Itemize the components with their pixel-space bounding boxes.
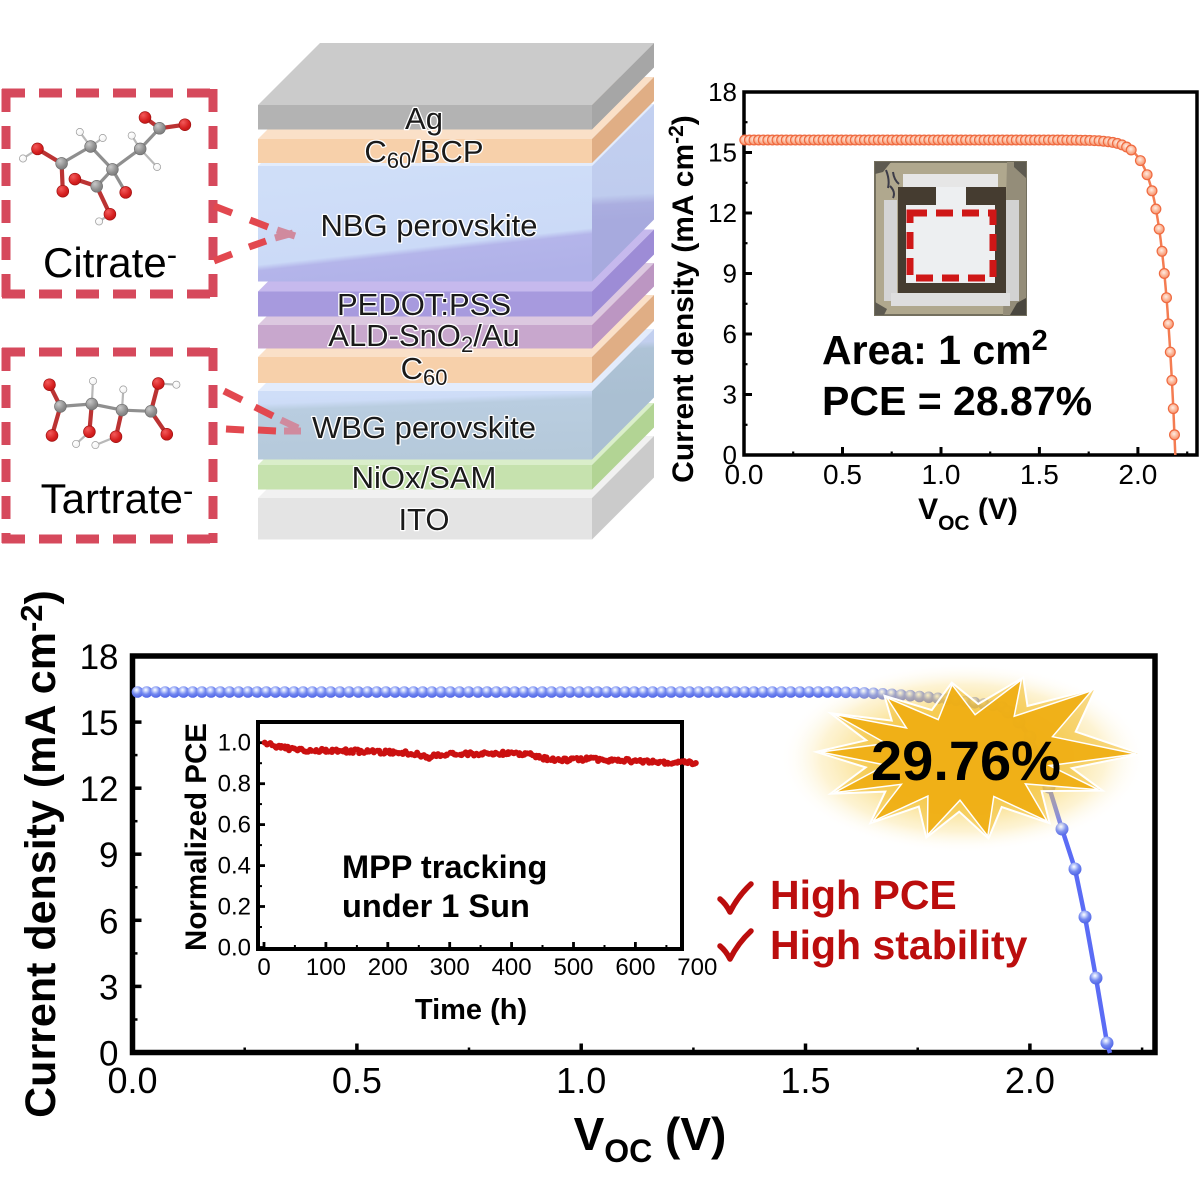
svg-text:NiOx/SAM: NiOx/SAM xyxy=(352,460,497,495)
svg-text:0.5: 0.5 xyxy=(823,459,862,490)
svg-text:MPP tracking: MPP tracking xyxy=(342,849,547,885)
svg-text:0: 0 xyxy=(257,954,270,981)
svg-text:3: 3 xyxy=(723,380,737,410)
svg-text:0.5: 0.5 xyxy=(332,1060,382,1101)
svg-text:9: 9 xyxy=(99,836,118,875)
svg-text:Tartrate-: Tartrate- xyxy=(41,473,194,522)
svg-text:NBG perovskite: NBG perovskite xyxy=(320,208,537,243)
svg-text:PEDOT:PSS: PEDOT:PSS xyxy=(337,287,511,322)
svg-text:under 1 Sun: under 1 Sun xyxy=(342,888,530,924)
svg-text:15: 15 xyxy=(708,138,737,168)
svg-text:Time (h): Time (h) xyxy=(415,994,527,1026)
svg-text:9: 9 xyxy=(723,259,737,289)
svg-text:0.6: 0.6 xyxy=(218,812,251,839)
svg-text:WBG perovskite: WBG perovskite xyxy=(312,410,536,445)
svg-text:3: 3 xyxy=(99,968,118,1007)
svg-text:12: 12 xyxy=(708,198,737,228)
svg-text:100: 100 xyxy=(306,954,346,981)
svg-text:6: 6 xyxy=(99,902,118,941)
svg-text:Citrate-: Citrate- xyxy=(43,237,177,286)
svg-text:High PCE: High PCE xyxy=(770,872,957,918)
svg-text:Ag: Ag xyxy=(405,101,443,136)
svg-text:18: 18 xyxy=(708,77,737,107)
svg-text:0.0: 0.0 xyxy=(725,459,764,490)
svg-text:0.4: 0.4 xyxy=(218,853,251,880)
svg-text:High stability: High stability xyxy=(770,922,1028,968)
svg-text:Current density (mA cm-2): Current density (mA cm-2) xyxy=(14,590,65,1118)
svg-text:ALD-SnO2/Au: ALD-SnO2/Au xyxy=(328,318,519,357)
svg-text:1.5: 1.5 xyxy=(1020,459,1059,490)
svg-text:2.0: 2.0 xyxy=(1118,459,1157,490)
svg-text:700: 700 xyxy=(677,954,717,981)
svg-text:1.0: 1.0 xyxy=(922,459,961,490)
svg-text:PCE = 28.87%: PCE = 28.87% xyxy=(822,378,1092,424)
svg-text:300: 300 xyxy=(430,954,470,981)
svg-text:Area: 1 cm2: Area: 1 cm2 xyxy=(822,325,1048,373)
svg-text:200: 200 xyxy=(368,954,408,981)
svg-text:0.8: 0.8 xyxy=(218,771,251,798)
svg-text:500: 500 xyxy=(553,954,593,981)
svg-text:600: 600 xyxy=(615,954,655,981)
svg-text:15: 15 xyxy=(80,704,119,743)
svg-text:ITO: ITO xyxy=(398,502,449,537)
svg-text:0.0: 0.0 xyxy=(107,1060,157,1101)
svg-text:12: 12 xyxy=(80,770,119,809)
svg-text:18: 18 xyxy=(80,638,119,677)
svg-text:400: 400 xyxy=(492,954,532,981)
svg-text:0.2: 0.2 xyxy=(218,894,251,921)
svg-text:0: 0 xyxy=(723,440,737,470)
svg-text:Normalized PCE: Normalized PCE xyxy=(180,723,213,951)
svg-text:0.0: 0.0 xyxy=(218,935,251,962)
svg-text:1.0: 1.0 xyxy=(556,1060,606,1101)
svg-text:C60/BCP: C60/BCP xyxy=(364,134,483,173)
svg-text:2.0: 2.0 xyxy=(1005,1060,1055,1101)
svg-text:1.0: 1.0 xyxy=(218,730,251,757)
svg-text:29.76%: 29.76% xyxy=(871,729,1061,792)
svg-text:6: 6 xyxy=(723,319,737,349)
svg-text:1.5: 1.5 xyxy=(780,1060,830,1101)
svg-text:0: 0 xyxy=(99,1035,118,1074)
svg-text:Current density (mA cm-2): Current density (mA cm-2) xyxy=(665,115,700,483)
